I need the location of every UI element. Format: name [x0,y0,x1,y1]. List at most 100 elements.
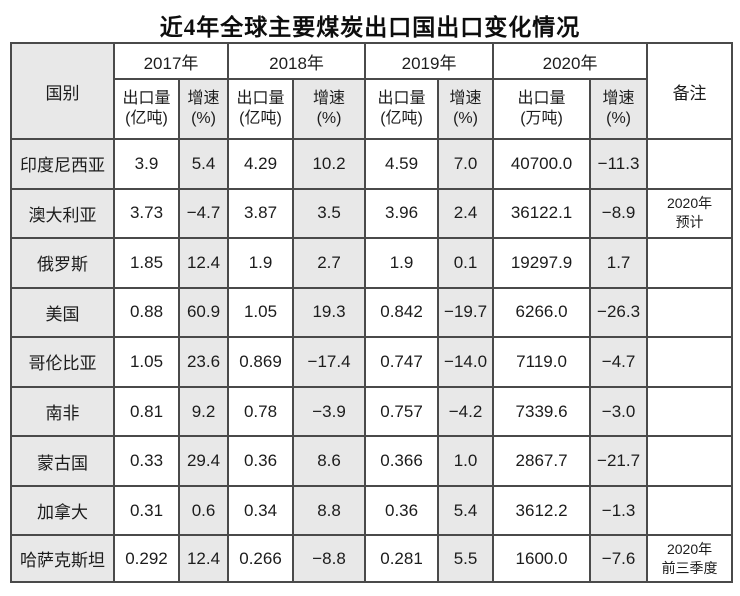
value-cell: 0.36 [364,484,440,537]
value-cell: 3.73 [113,187,180,240]
value-cell: 5.5 [437,534,495,583]
country-cell: 加拿大 [10,484,115,537]
value-cell: 1.7 [589,237,649,289]
value-cell: 5.4 [437,484,495,537]
remark-line: 前三季度 [661,559,718,576]
value-cell: −4.7 [589,336,649,388]
remark-line: 预计 [675,214,704,231]
year-header-2018: 2018年 [227,42,367,80]
table-row: 哥伦比亚 1.05 23.6 0.869 −17.4 0.747 −14.0 7… [10,336,734,388]
volume-header-2019: 出口量 (亿吨) [364,78,440,140]
growth-unit: (%) [453,110,478,127]
value-cell: −8.8 [292,534,367,583]
value-cell: 19297.9 [492,237,592,289]
value-cell: 12.4 [177,534,230,583]
volume-unit: (亿吨) [380,110,423,127]
value-cell: 0.33 [113,435,180,487]
value-cell: −11.3 [589,138,649,190]
value-cell: −8.9 [589,187,649,240]
value-cell: 2.7 [292,237,367,289]
year-header-2017: 2017年 [112,42,230,80]
remark-cell [646,237,734,289]
value-cell: −19.7 [437,286,495,339]
value-cell: 9.2 [177,385,230,438]
value-cell: 8.6 [292,435,367,487]
volume-header-2020: 出口量 (万吨) [492,78,592,140]
volume-label: 出口量 [517,90,566,107]
remark-cell [646,435,734,487]
year-header-2019: 2019年 [364,42,495,80]
value-cell: 3612.2 [492,484,592,537]
value-cell: 7.0 [437,138,495,190]
volume-label: 出口量 [236,90,285,107]
table-row: 加拿大 0.31 0.6 0.34 8.8 0.36 5.4 3612.2 −1… [10,484,734,537]
growth-unit: (%) [191,110,216,127]
table-row: 澳大利亚 3.73 −4.7 3.87 3.5 3.96 2.4 36122.1… [10,187,734,240]
value-cell: 5.4 [177,138,230,190]
value-cell: 1.05 [227,286,295,339]
value-cell: −17.4 [292,336,367,388]
volume-header-2017: 出口量 (亿吨) [113,78,180,140]
table-row: 蒙古国 0.33 29.4 0.36 8.6 0.366 1.0 2867.7 … [10,435,734,487]
value-cell: 0.88 [113,286,180,339]
value-cell: 3.87 [227,187,295,240]
country-cell: 南非 [10,385,115,438]
country-header: 国别 [10,42,115,140]
remark-header: 备注 [646,42,734,140]
value-cell: −3.9 [292,385,367,438]
country-cell: 美国 [10,286,115,339]
value-cell: −3.0 [589,385,649,438]
value-cell: 0.281 [364,534,440,583]
table-row: 美国 0.88 60.9 1.05 19.3 0.842 −19.7 6266.… [10,286,734,339]
value-cell: −14.0 [437,336,495,388]
table-row: 哈萨克斯坦 0.292 12.4 0.266 −8.8 0.281 5.5 16… [10,534,734,583]
sub-header-row: 出口量 (亿吨) 增速 (%) 出口量 (亿吨) 增速 (%) 出口量 (亿 [11,78,732,140]
country-cell: 印度尼西亚 [10,138,115,190]
value-cell: 4.59 [364,138,440,190]
growth-label: 增速 [449,90,482,107]
remark-cell [646,286,734,339]
table-row: 印度尼西亚 3.9 5.4 4.29 10.2 4.59 7.0 40700.0… [10,138,734,190]
growth-label: 增速 [602,90,635,107]
growth-header-2017: 增速 (%) [177,78,230,140]
value-cell: 7119.0 [492,336,592,388]
value-cell: 0.869 [227,336,295,388]
remark-cell [646,138,734,190]
value-cell: 0.266 [227,534,295,583]
volume-unit: (亿吨) [239,110,282,127]
value-cell: 0.292 [113,534,180,583]
value-cell: −1.3 [589,484,649,537]
value-cell: 29.4 [177,435,230,487]
value-cell: −4.7 [177,187,230,240]
remark-cell [646,484,734,537]
value-cell: 23.6 [177,336,230,388]
value-cell: 0.81 [113,385,180,438]
value-cell: 2.4 [437,187,495,240]
year-header-row: 国别 2017年 2018年 2019年 2020年 备注 [10,42,734,140]
country-cell: 哥伦比亚 [10,336,115,388]
remark-cell: 2020年 预计 [646,187,734,240]
growth-label: 增速 [187,90,220,107]
value-cell: 0.757 [364,385,440,438]
value-cell: 60.9 [177,286,230,339]
table-row: 俄罗斯 1.85 12.4 1.9 2.7 1.9 0.1 19297.9 1.… [10,237,734,289]
value-cell: −7.6 [589,534,649,583]
value-cell: 0.747 [364,336,440,388]
table-row: 南非 0.81 9.2 0.78 −3.9 0.757 −4.2 7339.6 … [10,385,734,438]
value-cell: −26.3 [589,286,649,339]
value-cell: 1.85 [113,237,180,289]
value-cell: 3.96 [364,187,440,240]
value-cell: 0.31 [113,484,180,537]
value-cell: 1600.0 [492,534,592,583]
remark-cell: 2020年 前三季度 [646,534,734,583]
value-cell: 1.9 [227,237,295,289]
country-cell: 哈萨克斯坦 [10,534,115,583]
value-cell: −4.2 [437,385,495,438]
value-cell: 0.36 [227,435,295,487]
growth-header-2020: 增速 (%) [589,78,649,140]
country-cell: 蒙古国 [10,435,115,487]
value-cell: 0.78 [227,385,295,438]
value-cell: 36122.1 [492,187,592,240]
value-cell: 12.4 [177,237,230,289]
